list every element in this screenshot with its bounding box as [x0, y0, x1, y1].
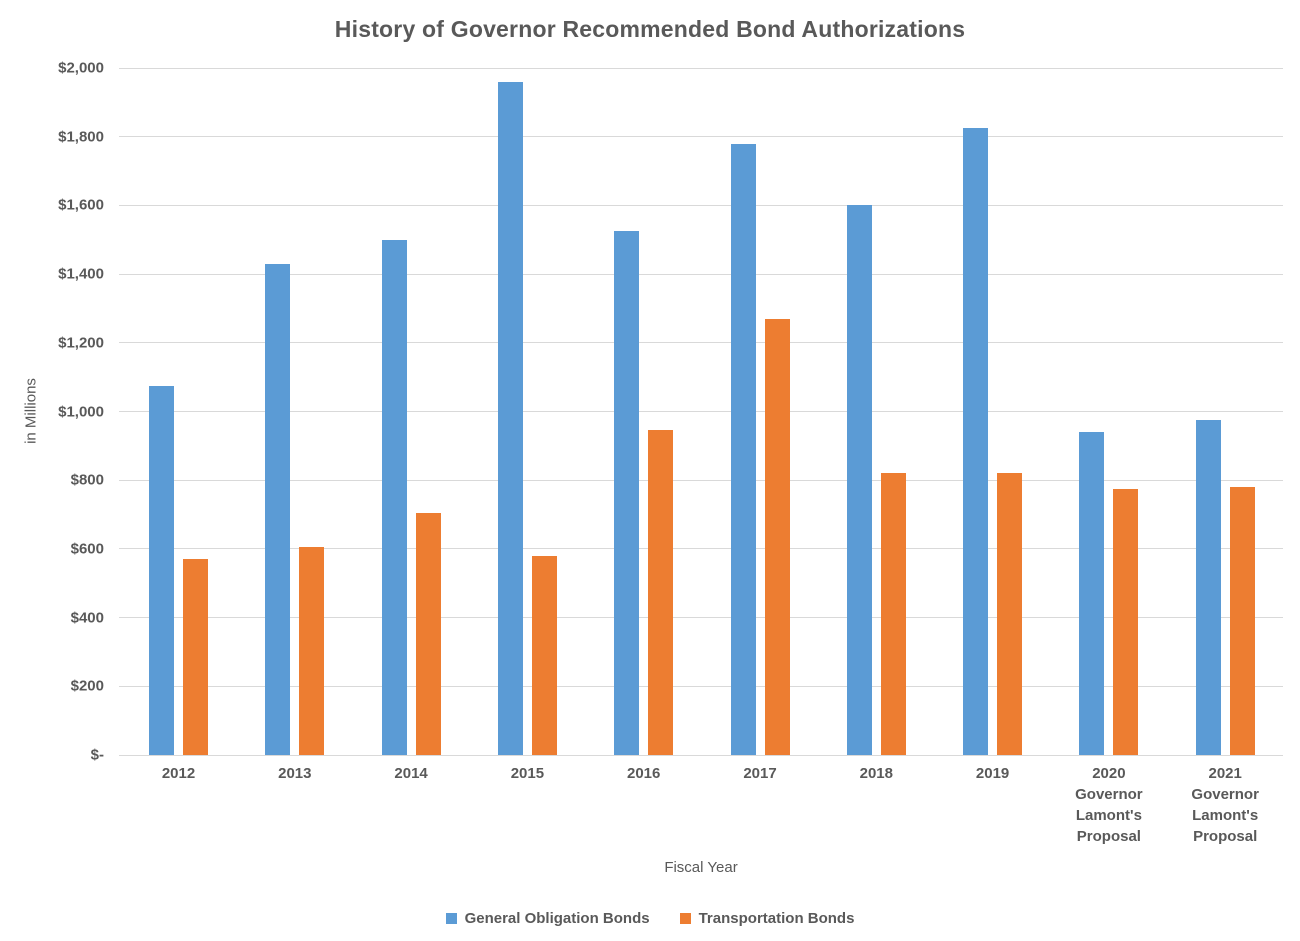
general-obligation-bonds-bar	[614, 231, 640, 755]
x-tick-label: 2020 Governor Lamont's Proposal	[1075, 765, 1143, 845]
legend-label: Transportation Bonds	[698, 910, 855, 927]
y-tick-label: $1,000	[58, 403, 104, 420]
x-tick-label: 2018	[859, 765, 893, 782]
gridline	[119, 479, 1283, 481]
transportation-bonds-bar	[997, 473, 1023, 755]
chart-title: History of Governor Recommended Bond Aut…	[334, 16, 966, 42]
x-axis-title: Fiscal Year	[664, 859, 738, 876]
gridline	[119, 204, 1283, 206]
gridline	[119, 342, 1283, 344]
y-tick-label: $1,600	[58, 196, 104, 214]
general-obligation-bonds-bar	[963, 128, 989, 755]
gridline	[119, 136, 1283, 138]
transportation-bonds-bar	[1113, 488, 1139, 755]
x-tick-label: 2017	[743, 765, 777, 782]
general-obligation-bonds-bar	[149, 385, 174, 755]
y-tick-label: $-	[90, 746, 104, 764]
general-obligation-bonds-bar	[1079, 432, 1105, 755]
general-obligation-bonds-bar	[730, 143, 756, 755]
general-obligation-bonds-bar	[846, 205, 872, 755]
plot-area	[119, 67, 1283, 756]
transportation-bonds-bar	[531, 555, 557, 755]
legend-label: General Obligation Bonds	[464, 910, 650, 927]
y-tick-label: $600	[70, 540, 104, 558]
gridline	[119, 273, 1283, 275]
general-obligation-bonds-bar	[497, 81, 523, 755]
gridline	[119, 617, 1283, 619]
x-tick-label: 2012	[161, 765, 196, 782]
general-obligation-bonds-bar	[265, 263, 291, 755]
x-tick-label: 2014	[394, 765, 428, 782]
gridline	[119, 754, 1283, 756]
transportation-bonds-bar	[183, 559, 208, 755]
y-tick-label: $200	[70, 677, 104, 695]
y-tick-label: $2,000	[58, 59, 104, 77]
y-tick-label: $1,400	[58, 265, 104, 283]
x-axis: 2012 2013 2014 2015 2016 2017 2018 2019 2020 Gov…	[119, 763, 1283, 863]
x-tick-label: 2019	[975, 765, 1010, 782]
transportation-bonds-bar	[648, 430, 674, 755]
gridline	[119, 411, 1283, 412]
legend-entry: Transportation Bonds	[679, 910, 855, 927]
legend: General Obligation Bonds Transportation B…	[0, 910, 1300, 927]
general-obligation-bonds-bar	[381, 239, 407, 755]
transportation-bonds-bar	[880, 473, 906, 755]
legend-swatch-icon	[445, 913, 457, 924]
legend-entry: General Obligation Bonds	[445, 910, 650, 927]
transportation-bonds-bar	[415, 512, 441, 755]
y-tick-label: $800	[70, 471, 104, 489]
x-tick-label: 2021 Governor Lamont's Proposal	[1191, 765, 1259, 845]
y-tick-label: $400	[70, 609, 104, 627]
general-obligation-bonds-bar	[1195, 420, 1221, 755]
legend-swatch-icon	[679, 913, 691, 924]
gridline	[119, 685, 1283, 687]
x-tick-label: 2016	[627, 765, 661, 782]
transportation-bonds-bar	[299, 547, 325, 755]
transportation-bonds-bar	[1229, 487, 1255, 755]
gridline	[119, 67, 1283, 69]
gridline	[119, 548, 1283, 550]
y-tick-label: $1,200	[58, 334, 104, 352]
x-tick-label: 2013	[278, 765, 312, 782]
x-tick-label: 2015	[510, 765, 545, 782]
y-tick-label: $1,800	[58, 128, 104, 146]
y-axis: $- $200 $400 $600 $800 $1,000 $1,200 $1,400 $1,6…	[0, 0, 104, 941]
transportation-bonds-bar	[764, 318, 790, 755]
